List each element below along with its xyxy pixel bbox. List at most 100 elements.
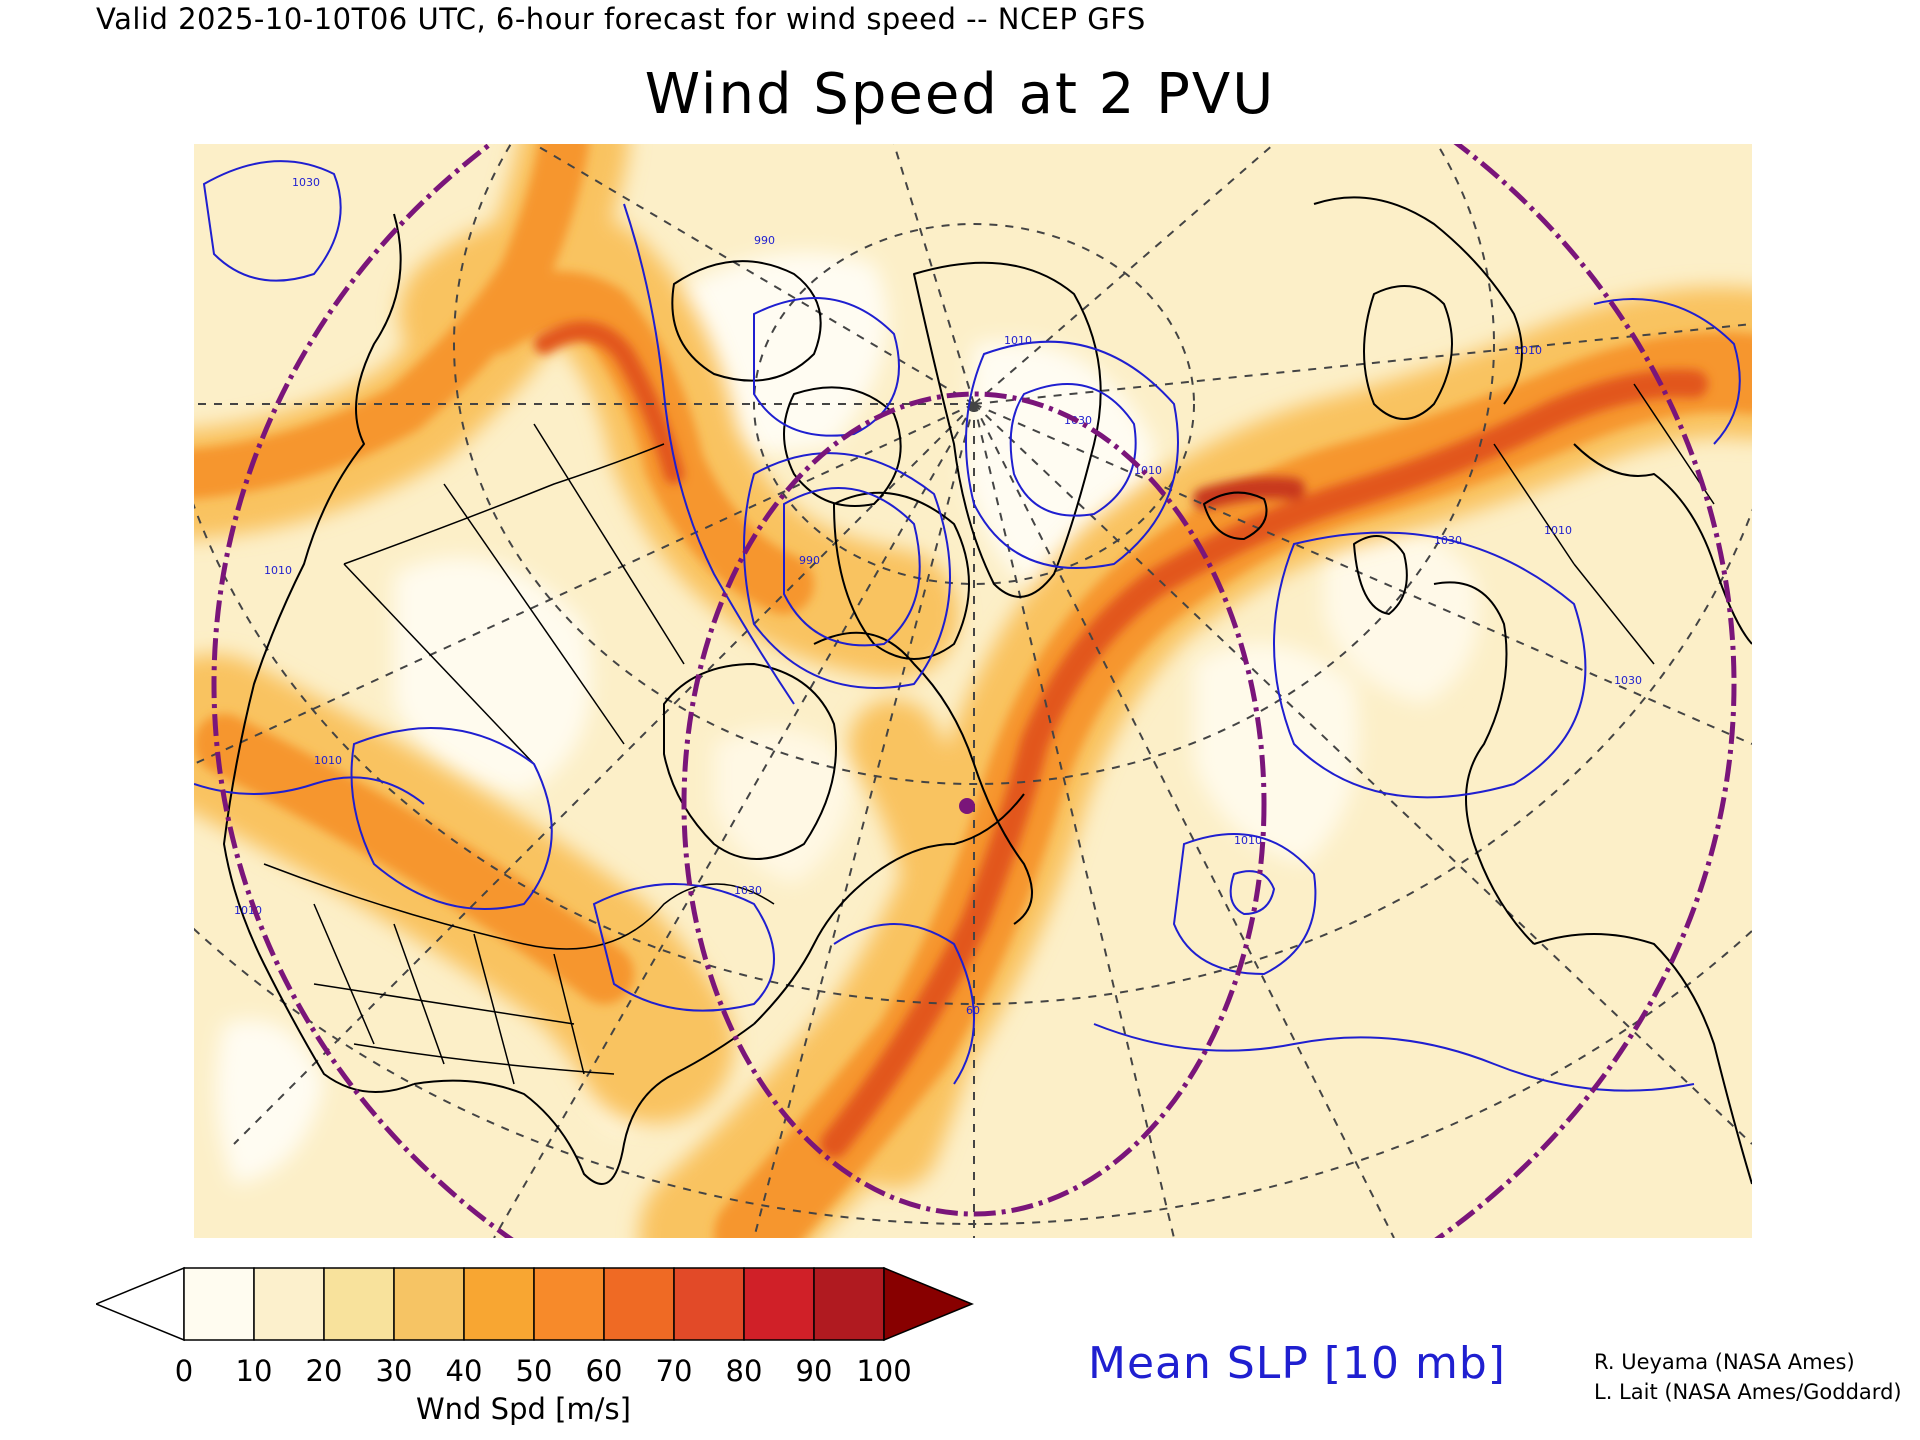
slp-label-10: 1030 bbox=[1614, 674, 1642, 687]
boundary-us-states-1 bbox=[313, 903, 375, 1045]
calm-patches bbox=[216, 252, 1479, 1184]
colorbar-bin-10 bbox=[253, 1267, 325, 1341]
slp-contour-baffin-low bbox=[783, 487, 921, 647]
map-title: Wind Speed at 2 PVU bbox=[644, 62, 1276, 127]
grid-meridian-8 bbox=[893, 144, 975, 405]
colorbar-label: Wnd Spd [m/s] bbox=[416, 1392, 631, 1426]
colorbar-bin-50 bbox=[533, 1267, 605, 1341]
slp-label-7: 1010 bbox=[1234, 834, 1262, 847]
slp-contour-baffin-outer bbox=[743, 452, 951, 689]
slp-contours bbox=[194, 160, 1741, 1092]
jet-core-band bbox=[534, 321, 1708, 1158]
grid-lat-ring-middle bbox=[453, 144, 1495, 785]
calm-patch-europe bbox=[1324, 519, 1479, 704]
slp-contour-arctic-low bbox=[753, 297, 900, 437]
slp-contour-pacific-high bbox=[202, 160, 342, 282]
calm-patch-north-america bbox=[394, 557, 592, 794]
colorbar-bin-20 bbox=[323, 1267, 395, 1341]
slp-contour-atlantic-high bbox=[1273, 531, 1587, 799]
map-svg: 1030 1010 990 1010 1030 1010 1010 1030 1… bbox=[194, 144, 1752, 1238]
colorbar-tick-70: 70 bbox=[655, 1354, 693, 1388]
slp-legend-label: Mean SLP [10 mb] bbox=[1088, 1338, 1506, 1389]
coastlines bbox=[223, 196, 1752, 1185]
colorbar-underflow-triangle bbox=[96, 1266, 185, 1342]
slp-label-2: 1010 bbox=[314, 754, 342, 767]
coast-europe-east bbox=[1573, 443, 1752, 645]
colorbar-tick-80: 80 bbox=[725, 1354, 763, 1388]
colorbar-overflow-triangle bbox=[883, 1266, 974, 1342]
coast-europe-north bbox=[1313, 196, 1523, 405]
colorbar-tick-40: 40 bbox=[445, 1354, 483, 1388]
boundary-us-states-4 bbox=[553, 953, 585, 1075]
boundary-us-states-3 bbox=[473, 933, 515, 1085]
coast-europe-west bbox=[1433, 581, 1535, 945]
coast-scandinavia bbox=[1363, 285, 1453, 420]
slp-contour-wave-4 bbox=[623, 203, 795, 705]
colorbar-bin-80 bbox=[743, 1267, 815, 1341]
grid-meridian-3 bbox=[493, 403, 975, 1238]
jet-mid-continental bbox=[194, 714, 634, 1004]
map-panel: 1030 1010 990 1010 1030 1010 1010 1030 1… bbox=[194, 144, 1752, 1238]
slp-contour-wave-1 bbox=[194, 776, 425, 805]
lat-lon-grid bbox=[194, 144, 1752, 1238]
polar-circles bbox=[211, 144, 1737, 1238]
colorbar-tick-10: 10 bbox=[235, 1354, 273, 1388]
jet-core-spot bbox=[1193, 476, 1305, 510]
slp-label-12: 1010 bbox=[264, 564, 292, 577]
calm-patch-labrador bbox=[714, 728, 854, 884]
coast-arctic-archipelago-2 bbox=[783, 386, 902, 507]
boundary-us-states-5 bbox=[313, 983, 575, 1025]
slp-label-15: 1030 bbox=[734, 884, 762, 897]
slp-contour-wave-3 bbox=[833, 923, 975, 1085]
boundary-us-states-6 bbox=[353, 1043, 615, 1075]
boundary-europe-1 bbox=[1493, 443, 1575, 565]
grid-meridian-13 bbox=[973, 403, 1752, 1145]
slp-contour-north-america bbox=[350, 727, 553, 910]
colorbar-tick-90: 90 bbox=[795, 1354, 833, 1388]
colorbar-bin-90 bbox=[813, 1267, 885, 1341]
slp-contour-greenland-high bbox=[1009, 383, 1137, 517]
coast-iceland bbox=[1203, 491, 1268, 540]
colorbar-tick-60: 60 bbox=[585, 1354, 623, 1388]
coast-british-isles bbox=[1353, 535, 1408, 615]
slp-label-13: 990 bbox=[799, 554, 820, 567]
political-boundaries bbox=[263, 383, 1715, 1085]
slp-label-16: 60 bbox=[966, 1004, 980, 1017]
colorbar-bin-30 bbox=[393, 1267, 465, 1341]
colorbar-ticks: 0 10 20 30 40 50 60 70 80 90 100 bbox=[0, 1354, 1000, 1394]
slp-label-1: 1030 bbox=[292, 176, 320, 189]
coast-hudson-bay bbox=[663, 663, 837, 860]
colorbar bbox=[96, 1266, 974, 1342]
coast-africa-north bbox=[1533, 933, 1752, 1185]
polar-center-marker bbox=[959, 798, 975, 814]
boundary-canada-territories bbox=[343, 443, 665, 565]
slp-label-4: 1010 bbox=[1004, 334, 1032, 347]
slp-label-11: 1010 bbox=[1514, 344, 1542, 357]
valid-time-line: Valid 2025-10-10T06 UTC, 6-hour forecast… bbox=[96, 2, 1146, 36]
coast-gulf-of-mexico bbox=[413, 1023, 755, 1185]
slp-contour-europe bbox=[1593, 298, 1741, 445]
coast-north-america-west bbox=[223, 213, 415, 1093]
slp-label-9: 1010 bbox=[1544, 524, 1572, 537]
colorbar-bin-0 bbox=[183, 1267, 255, 1341]
boundary-us-states-2 bbox=[393, 923, 445, 1065]
colorbar-bin-40 bbox=[463, 1267, 535, 1341]
boundary-canada-provinces-3 bbox=[533, 423, 685, 665]
grid-lat-ring-inner bbox=[753, 223, 1195, 585]
polar-circle-inner bbox=[681, 391, 1267, 1217]
colorbar-bin-60 bbox=[603, 1267, 675, 1341]
grid-meridian-12 bbox=[973, 403, 1395, 1238]
slp-label-6: 1010 bbox=[1134, 464, 1162, 477]
boundary-us-canada bbox=[263, 863, 775, 950]
polar-circle-outer bbox=[211, 144, 1737, 1238]
boundary-canada-provinces-2 bbox=[443, 483, 625, 745]
grid-meridian-10 bbox=[973, 323, 1752, 405]
calm-patch-pacific-coast bbox=[216, 1020, 324, 1184]
boundary-europe-2 bbox=[1573, 563, 1655, 665]
coast-baffin-island bbox=[833, 491, 970, 660]
colorbar-tick-30: 30 bbox=[375, 1354, 413, 1388]
coast-arctic-archipelago-1 bbox=[671, 260, 822, 382]
jet-mid-pacific bbox=[194, 144, 589, 499]
coast-greenland bbox=[913, 261, 1102, 598]
slp-label-3: 990 bbox=[754, 234, 775, 247]
